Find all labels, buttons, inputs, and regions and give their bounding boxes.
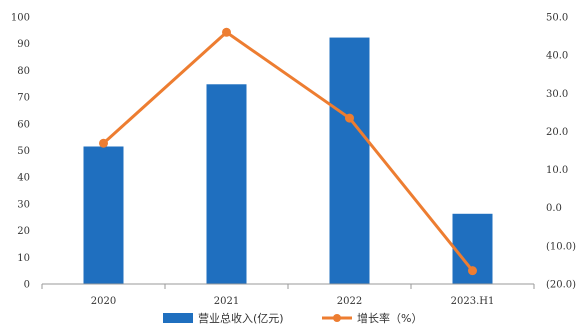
line-series [99,27,477,276]
legend-bar-label: 营业总收入(亿元) [198,311,284,325]
right-tick-label: 10.0 [546,165,568,176]
x-tick-label: 2022 [337,296,362,307]
left-tick-label: 70 [17,93,30,104]
legend-bar-swatch [163,313,193,323]
right-tick-label: 50.0 [546,13,568,24]
x-tick-label: 2021 [214,296,239,307]
left-tick-label: 40 [17,173,30,184]
bar-2022 [329,37,370,285]
left-tick-label: 10 [17,253,30,264]
right-tick-label: (10.0) [546,241,576,252]
legend-line-label: 增长率（%） [357,311,422,325]
bar-2020 [83,146,124,284]
line-point-2020 [99,138,108,148]
left-tick-label: 0 [24,280,30,291]
left-tick-label: 50 [17,146,30,157]
bar-2021 [206,84,247,284]
x-tick-label: 2023.H1 [451,296,495,307]
axes [41,283,535,289]
left-tick-label: 90 [17,39,30,50]
legend-line-marker [333,314,341,322]
line-point-2022 [345,113,354,123]
left-tick-label: 30 [17,199,30,210]
right-tick-label: 30.0 [546,89,568,100]
legend: 营业总收入(亿元) 增长率（%） [163,311,422,325]
right-axis-ticks: (20.0) (10.0) 0.0 10.0 20.0 30.0 40.0 50.0 [546,13,576,291]
right-tick-label: (20.0) [546,280,576,291]
right-tick-label: 0.0 [546,203,562,214]
line-point-2023.H1 [468,266,477,276]
left-tick-label: 100 [11,13,30,24]
bar-series [83,37,493,285]
left-tick-label: 80 [17,66,30,77]
left-tick-label: 60 [17,119,30,130]
x-tick-label: 2020 [91,296,116,307]
left-axis-ticks: 0 10 20 30 40 50 60 70 80 90 100 [11,13,30,291]
left-tick-label: 20 [17,226,30,237]
line-point-2021 [222,27,231,37]
x-axis-ticks: 2020 2021 2022 2023.H1 [91,296,495,307]
growth-rate-line [102,30,474,272]
right-tick-label: 40.0 [546,51,568,62]
right-tick-label: 20.0 [546,127,568,138]
